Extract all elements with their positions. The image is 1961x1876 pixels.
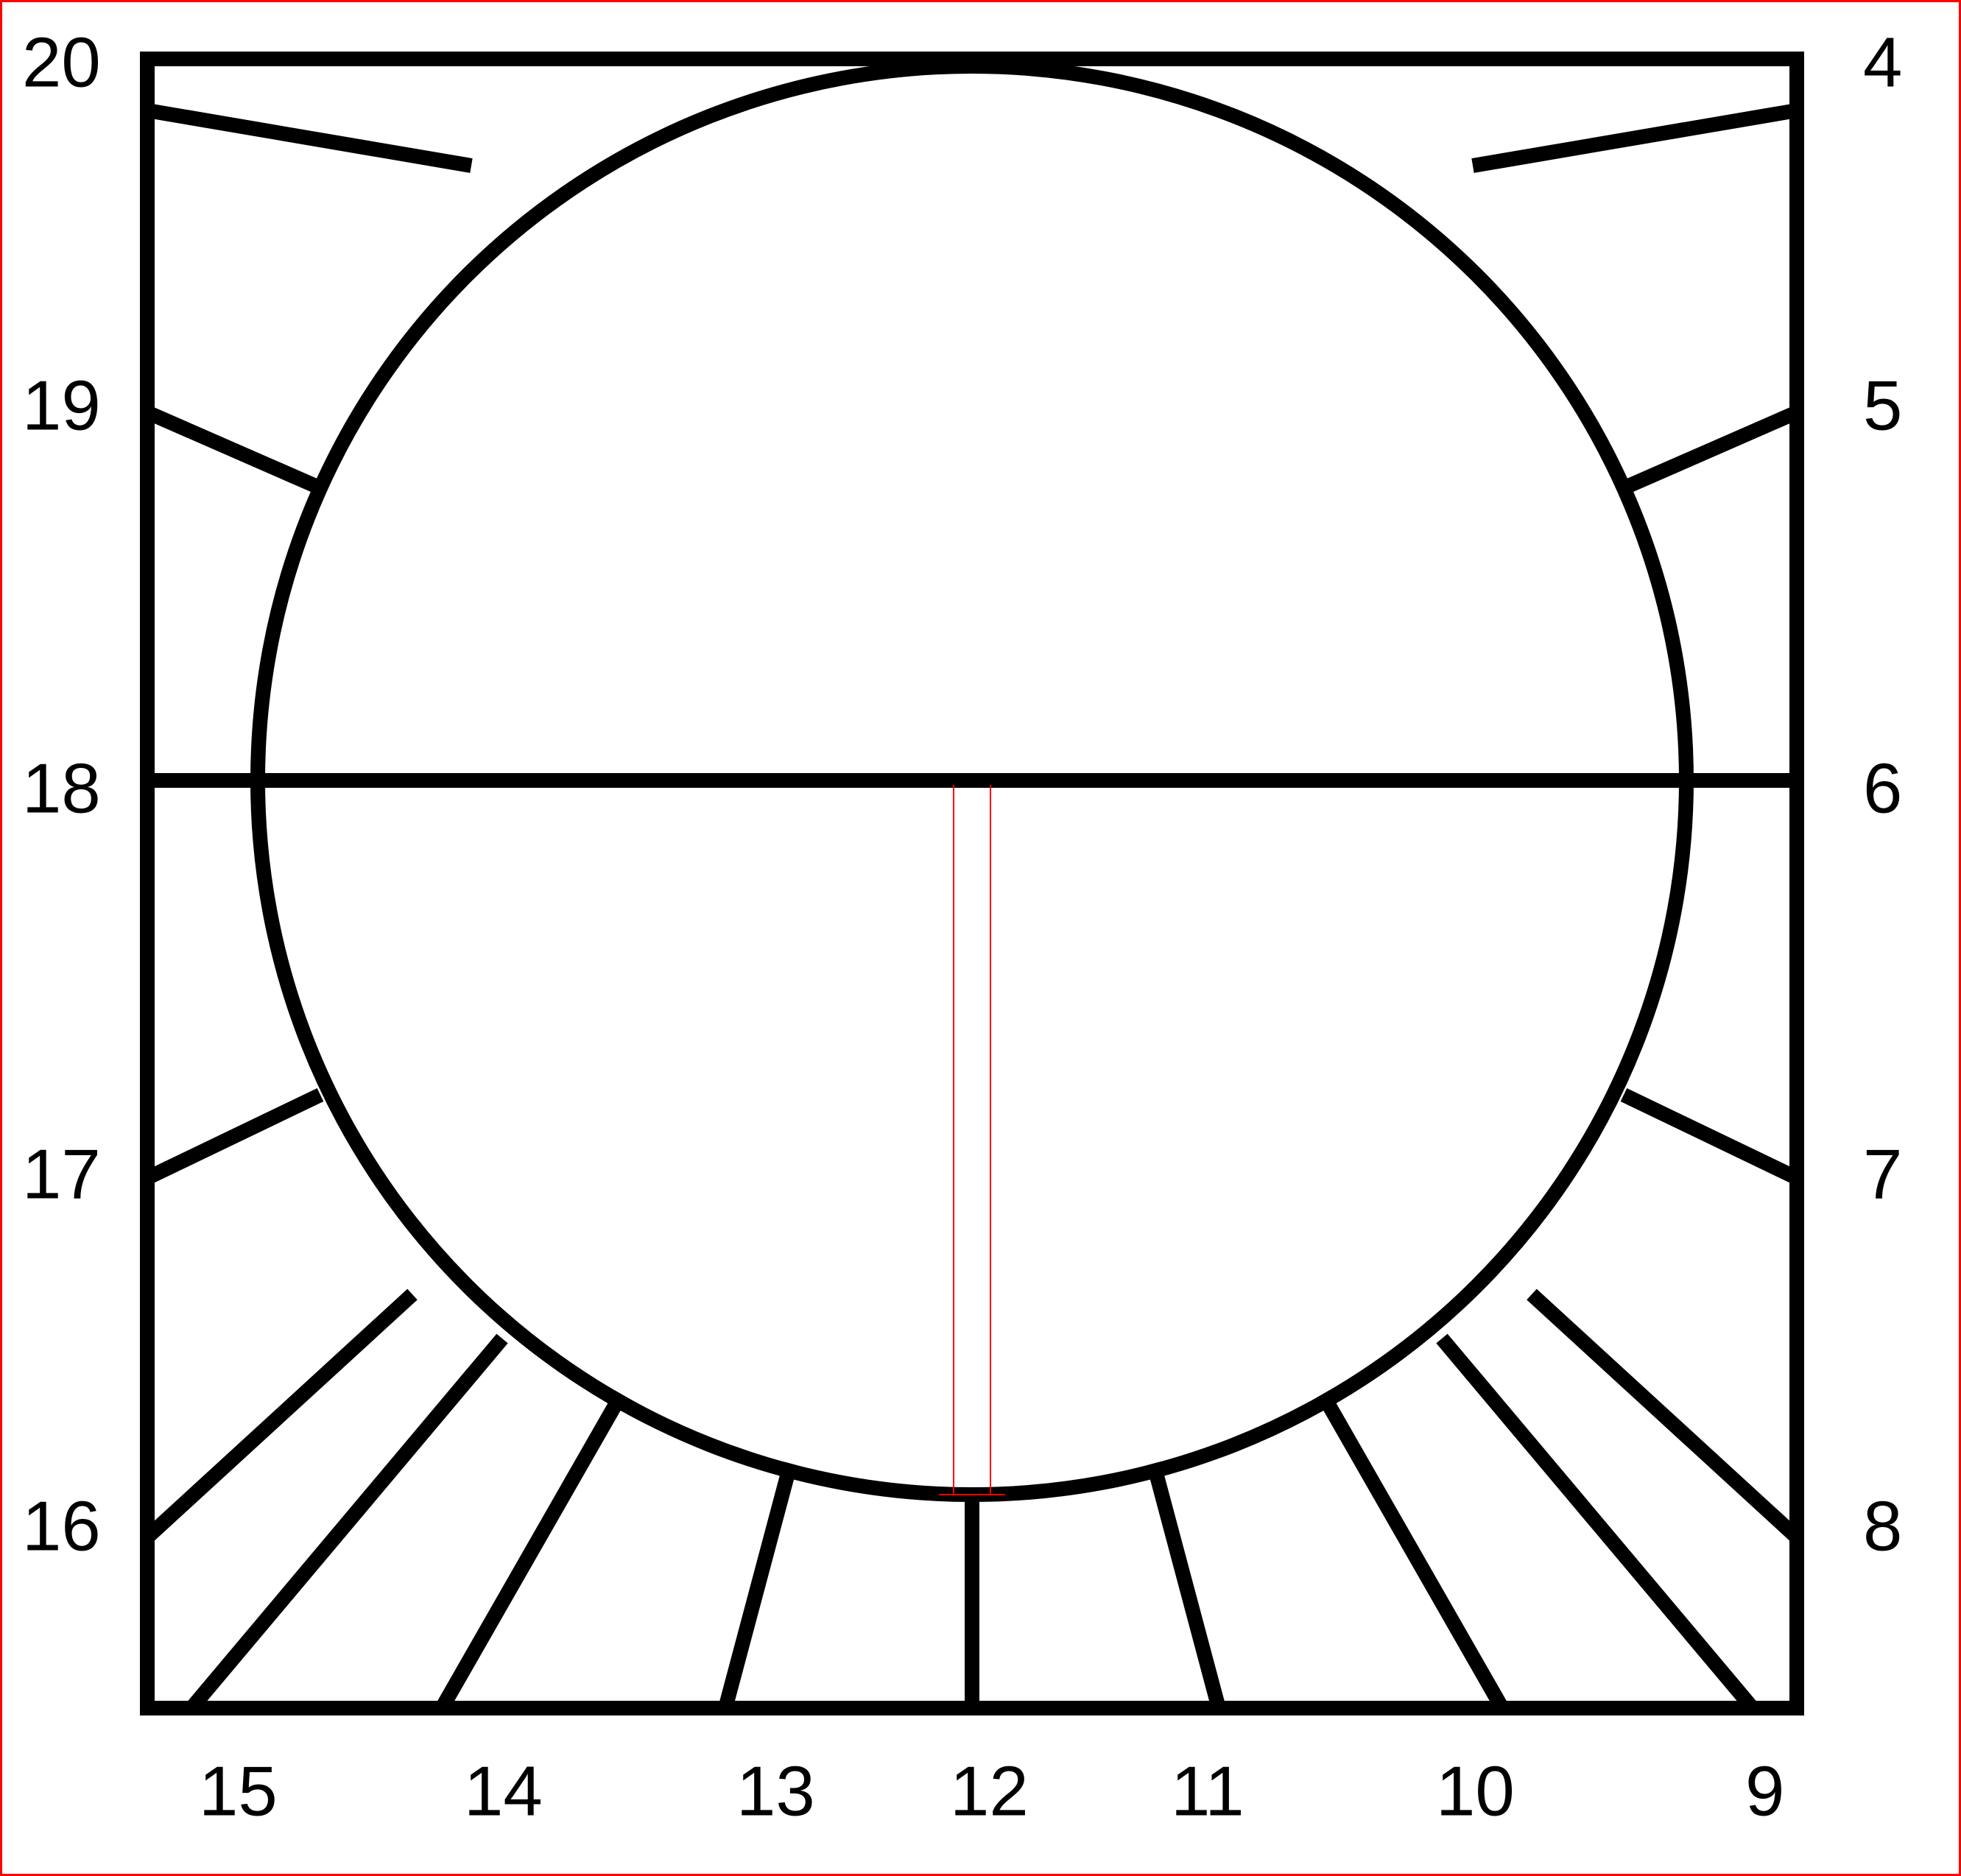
hour-label-bottom-13: 13 [736,1752,815,1830]
hour-label-bottom-9: 9 [1745,1752,1784,1830]
hour-label-bottom-15: 15 [199,1752,278,1830]
hour-label-right-4: 4 [1863,23,1902,102]
hour-label-bottom-11: 11 [1171,1752,1244,1830]
hour-label-left-20: 20 [22,23,101,102]
sundial-diagram: 4567891011121314151617181920201918171645… [0,0,1961,1876]
hour-label-left-18: 18 [22,749,101,828]
hour-label-bottom-10: 10 [1436,1752,1515,1830]
hour-label-right-7: 7 [1863,1135,1902,1213]
hour-label-right-6: 6 [1863,749,1902,828]
hour-label-right-8: 8 [1863,1487,1902,1565]
hour-label-left-19: 19 [22,366,101,445]
hour-label-bottom-14: 14 [464,1752,543,1830]
hour-label-left-16: 16 [22,1487,101,1565]
hour-label-left-17: 17 [22,1135,101,1213]
hour-label-bottom-12: 12 [950,1752,1029,1830]
hour-label-right-5: 5 [1863,366,1902,445]
